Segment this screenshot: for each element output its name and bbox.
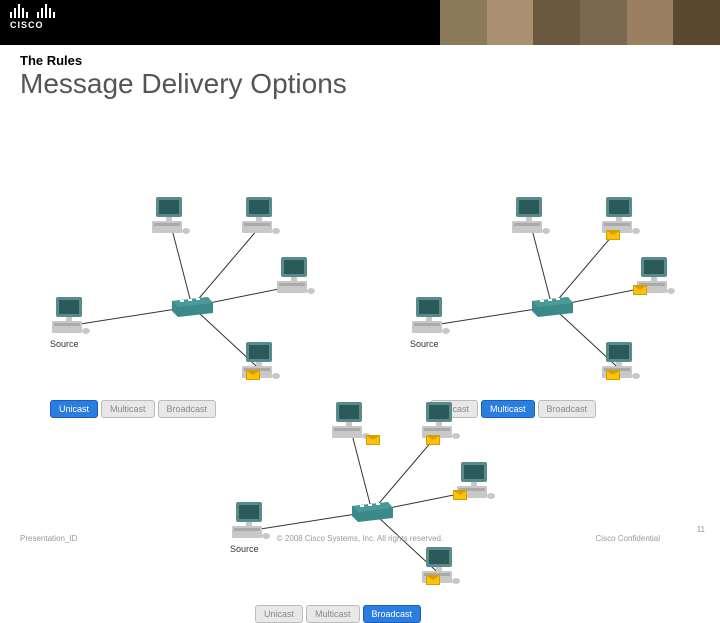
computer-icon	[230, 500, 272, 542]
computer-icon	[275, 255, 317, 297]
envelope-icon	[246, 370, 260, 380]
logo-text: CISCO	[10, 20, 57, 30]
computer-icon	[410, 295, 452, 337]
source-label: Source	[230, 544, 259, 554]
slide-title: Message Delivery Options	[20, 68, 720, 100]
envelope-icon	[453, 490, 467, 500]
envelope-icon	[606, 230, 620, 240]
computer-icon	[240, 195, 282, 237]
source-label: Source	[50, 339, 79, 349]
presentation-id: Presentation_ID	[20, 534, 77, 543]
switch-icon	[170, 295, 215, 317]
switch-icon	[350, 500, 395, 522]
header-bar: CISCO	[0, 0, 720, 45]
unicast-button[interactable]: Unicast	[255, 605, 303, 623]
source-label: Source	[410, 339, 439, 349]
confidential: Cisco Confidential	[596, 534, 660, 543]
copyright: © 2008 Cisco Systems, Inc. All rights re…	[277, 534, 443, 543]
envelope-icon	[366, 435, 380, 445]
diagrams-area: Source UnicastMulticastBroadcast	[0, 100, 720, 500]
broadcast-button[interactable]: Broadcast	[538, 400, 597, 418]
envelope-icon	[606, 370, 620, 380]
cisco-logo: CISCO	[10, 0, 57, 30]
slide-section: The Rules	[20, 53, 720, 68]
topology-cluster: Source UnicastMulticastBroadcast	[40, 195, 340, 395]
mode-buttons: UnicastMulticastBroadcast	[50, 400, 216, 418]
multicast-button[interactable]: Multicast	[101, 400, 155, 418]
computer-icon	[50, 295, 92, 337]
people-photo-strip	[440, 0, 720, 45]
unicast-button[interactable]: Unicast	[50, 400, 98, 418]
computer-icon	[150, 195, 192, 237]
page-number: 11	[697, 525, 705, 534]
multicast-button[interactable]: Multicast	[306, 605, 360, 623]
topology-cluster: Source UnicastMulticastBroadcast	[400, 195, 700, 395]
envelope-icon	[426, 435, 440, 445]
switch-icon	[530, 295, 575, 317]
broadcast-button[interactable]: Broadcast	[363, 605, 422, 623]
envelope-icon	[426, 575, 440, 585]
computer-icon	[510, 195, 552, 237]
broadcast-button[interactable]: Broadcast	[158, 400, 217, 418]
topology-cluster: Source UnicastMulticastBroadcast	[220, 400, 520, 600]
mode-buttons: UnicastMulticastBroadcast	[255, 605, 421, 623]
envelope-icon	[633, 285, 647, 295]
